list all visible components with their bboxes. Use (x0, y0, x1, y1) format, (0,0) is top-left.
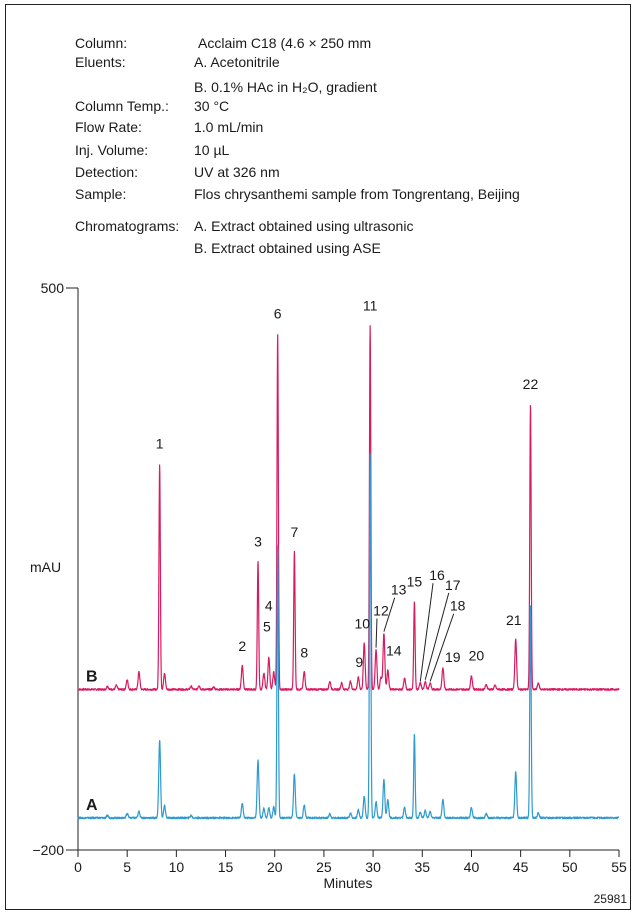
peak-label: 2 (238, 638, 246, 654)
condition-value: B. Extract obtained using ASE (194, 240, 381, 256)
x-tick-label: 20 (267, 859, 283, 875)
x-axis-title: Minutes (323, 875, 372, 891)
condition-value: B. 0.1% HAc in H₂O, gradient (194, 79, 377, 95)
peak-label: 1 (156, 436, 164, 452)
condition-value: Acclaim C18 (4.6 × 250 mm (198, 35, 371, 51)
chart-traces: BA (77, 325, 620, 820)
figure-frame (5, 4, 631, 910)
peak-label: 7 (291, 524, 299, 540)
peak-label: 14 (386, 643, 402, 659)
peak-label: 10 (354, 615, 370, 631)
condition-value: 30 °C (194, 98, 229, 114)
condition-key: Column Temp.: (75, 98, 169, 114)
figure-id: 25981 (594, 892, 628, 906)
peak-label: 11 (363, 297, 378, 313)
peak-label: 6 (274, 306, 282, 322)
condition-value: 10 µL (194, 142, 230, 158)
condition-value: A. Acetonitrile (194, 54, 280, 70)
peak-label-leader (383, 597, 396, 632)
peak-label: 21 (506, 612, 522, 628)
condition-key: Flow Rate: (75, 119, 142, 135)
peak-label: 16 (429, 567, 445, 583)
peak-label: 9 (355, 654, 363, 670)
peak-label: 4 (265, 598, 273, 614)
condition-value: UV at 326 nm (194, 164, 280, 180)
x-tick-label: 35 (414, 859, 430, 875)
y-tick-label: 500 (41, 280, 65, 296)
condition-value: A. Extract obtained using ultrasonic (194, 218, 413, 234)
peak-label-leader (419, 583, 434, 682)
x-tick-label: 0 (74, 859, 82, 875)
condition-key: Inj. Volume: (75, 142, 148, 158)
peak-label: 19 (445, 649, 461, 665)
x-tick-label: 25 (316, 859, 332, 875)
peak-label: 5 (263, 619, 271, 635)
condition-key: Chromatograms: (75, 218, 179, 234)
trace-label-b: B (86, 668, 98, 685)
peak-label: 18 (450, 598, 466, 614)
x-tick-label: 50 (562, 859, 578, 875)
trace-b (77, 325, 620, 691)
x-tick-label: 40 (464, 859, 480, 875)
trace-a (77, 453, 620, 820)
peak-label: 22 (523, 376, 539, 392)
condition-value: 1.0 mL/min (194, 119, 263, 135)
peak-label: 17 (445, 577, 461, 593)
peak-label: 20 (469, 648, 485, 664)
condition-key: Detection: (75, 164, 138, 180)
trace-label-a: A (86, 797, 98, 814)
condition-key: Eluents: (75, 54, 126, 70)
peak-label: 15 (407, 574, 423, 590)
x-tick-label: 15 (218, 859, 234, 875)
peak-label: 12 (373, 603, 389, 619)
peak-label-leader (375, 618, 378, 648)
x-tick-label: 45 (513, 859, 529, 875)
condition-key: Sample: (75, 186, 126, 202)
y-tick-label: −200 (32, 842, 64, 858)
x-tick-label: 5 (123, 859, 131, 875)
peak-label: 8 (300, 644, 308, 660)
x-tick-label: 30 (365, 859, 381, 875)
condition-value: Flos chrysanthemi sample from Tongrentan… (194, 186, 520, 202)
peak-label-leader (429, 613, 455, 682)
peak-label: 13 (391, 582, 407, 598)
peak-label-leader (424, 592, 450, 680)
x-tick-label: 10 (169, 859, 185, 875)
condition-key: Column: (75, 35, 127, 51)
y-axis-title: mAU (30, 559, 61, 575)
peak-label: 3 (254, 534, 262, 550)
x-tick-label: 55 (611, 859, 627, 875)
conditions-block: Column: Acclaim C18 (4.6 × 250 mm Eluent… (75, 35, 520, 256)
